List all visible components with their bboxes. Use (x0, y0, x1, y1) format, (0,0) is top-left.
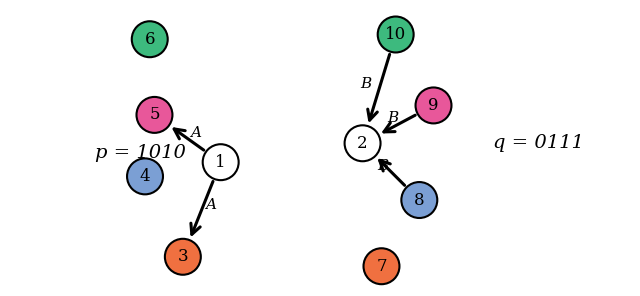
Circle shape (344, 125, 381, 161)
Circle shape (364, 248, 399, 284)
Text: 8: 8 (414, 192, 424, 208)
Circle shape (415, 87, 451, 123)
Text: A: A (191, 126, 202, 140)
Text: p = 1010: p = 1010 (95, 144, 186, 162)
Circle shape (165, 239, 201, 275)
Text: 9: 9 (428, 97, 439, 114)
Circle shape (127, 158, 163, 194)
Text: 2: 2 (357, 135, 368, 152)
Text: 7: 7 (376, 258, 387, 275)
Text: 3: 3 (177, 248, 188, 265)
Text: B: B (360, 77, 371, 91)
Circle shape (401, 182, 437, 218)
Text: A: A (205, 198, 216, 212)
Circle shape (203, 144, 239, 180)
Circle shape (378, 17, 413, 52)
Text: 1: 1 (216, 154, 226, 171)
Text: B: B (387, 111, 398, 125)
Text: B: B (377, 159, 388, 173)
Text: 5: 5 (149, 106, 160, 123)
Circle shape (136, 97, 172, 133)
Text: 4: 4 (140, 168, 150, 185)
Text: 10: 10 (385, 26, 406, 43)
Text: q = 0111: q = 0111 (493, 134, 584, 152)
Circle shape (132, 21, 168, 57)
Text: 6: 6 (145, 31, 155, 48)
